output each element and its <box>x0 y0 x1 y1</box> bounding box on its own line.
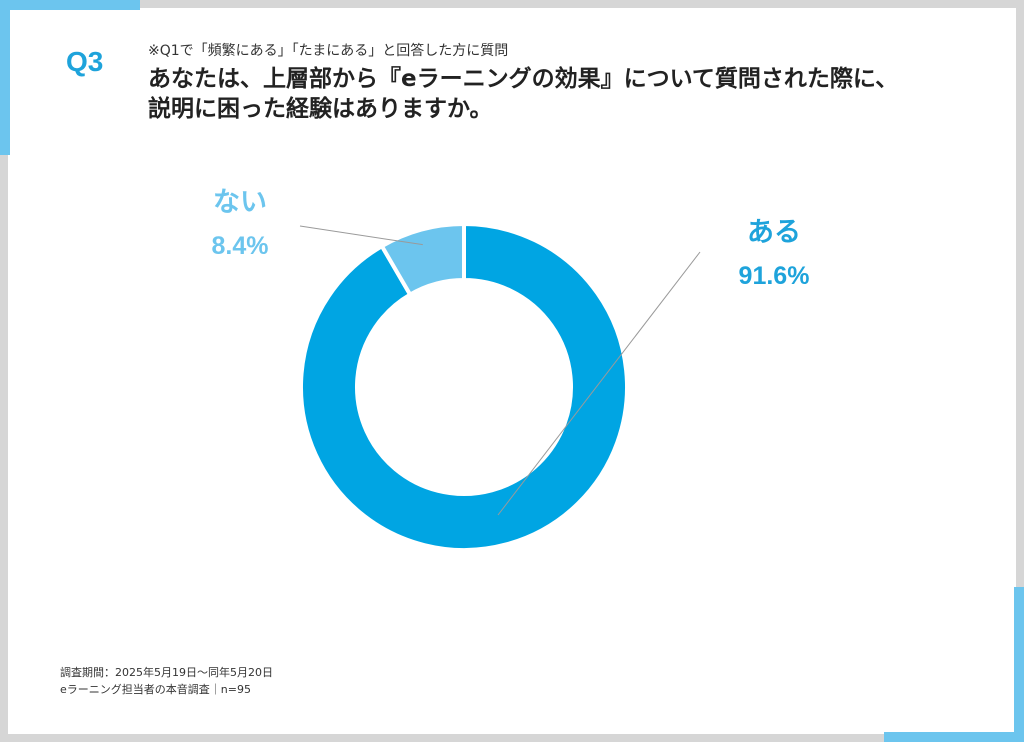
leader-line-aru <box>497 251 701 516</box>
corner-accent-top-left <box>0 0 140 10</box>
leader-line-nai <box>299 225 423 246</box>
question-title: あなたは、上層部から『eラーニングの効果』について質問された際に、 説明に困った… <box>148 64 978 124</box>
corner-accent-right-bottom <box>1014 587 1024 742</box>
slice-value-nai: 8.4% <box>211 232 269 260</box>
respondent-note: ※Q1で「頻繁にある」「たまにある」と回答した方に質問 <box>148 43 509 59</box>
slice-label-nai: ない <box>213 187 267 218</box>
question-number: Q3 <box>66 46 104 77</box>
survey-period: 調査期間：2025年5月19日〜同年5月20日 <box>60 666 273 679</box>
donut-slice-0 <box>299 221 629 552</box>
slice-label-aru: ある <box>747 217 801 248</box>
corner-accent-bottom-right <box>884 732 1024 742</box>
footer: 調査期間：2025年5月19日〜同年5月20日 eラーニング担当者の本音調査｜n… <box>60 664 273 698</box>
question-line-2: 説明に困った経験はありますか。 <box>148 96 493 122</box>
slice-value-aru: 91.6% <box>738 262 810 290</box>
question-line-1: あなたは、上層部から『eラーニングの効果』について質問された際に、 <box>148 66 899 92</box>
corner-accent-left-top <box>0 0 10 155</box>
survey-info: eラーニング担当者の本音調査｜n=95 <box>60 683 251 696</box>
